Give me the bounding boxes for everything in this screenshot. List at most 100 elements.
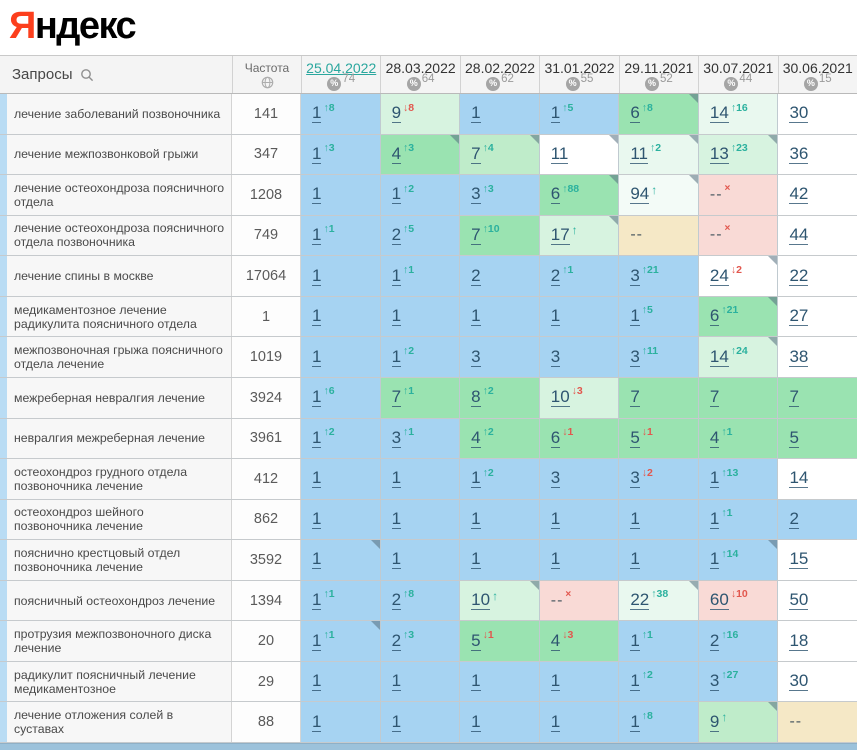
position-cell[interactable]: 1	[539, 296, 620, 337]
position-value[interactable]: 14	[789, 468, 809, 489]
position-cell[interactable]: 1	[301, 540, 381, 580]
position-cell[interactable]: 1	[301, 337, 381, 377]
position-cell[interactable]: 1	[460, 499, 540, 540]
position-value[interactable]: 1	[312, 630, 322, 651]
position-cell[interactable]: 4 ↑3	[380, 134, 461, 175]
position-value[interactable]: --	[630, 226, 643, 244]
position-value[interactable]: 1	[312, 224, 322, 245]
position-cell[interactable]: 3 ↑11	[619, 337, 699, 377]
position-cell[interactable]: 3 ↑27	[698, 661, 779, 702]
position-value[interactable]: 1	[312, 549, 322, 570]
position-value[interactable]: 18	[789, 630, 809, 651]
position-value[interactable]: 1	[630, 630, 640, 651]
position-value[interactable]: 6	[709, 306, 720, 327]
position-cell[interactable]: 2 ↑8	[380, 580, 461, 621]
position-value[interactable]: 44	[789, 224, 809, 245]
position-cell[interactable]: 6 ↑8	[619, 94, 699, 134]
position-value[interactable]: 1	[391, 184, 402, 205]
position-value[interactable]: 3	[391, 427, 402, 448]
position-value[interactable]: 10	[471, 590, 491, 611]
date-header-6[interactable]: 30.07.2021% 44	[698, 56, 777, 93]
date-header-7[interactable]: 30.06.2021% 15	[777, 56, 857, 93]
position-value[interactable]: 1	[550, 711, 561, 732]
position-cell[interactable]: 1 ↑13	[698, 459, 779, 499]
position-value[interactable]: 4	[709, 427, 720, 448]
position-cell[interactable]: 50	[778, 580, 857, 621]
position-cell[interactable]: 1 ↑2	[380, 337, 461, 377]
position-value[interactable]: 1	[312, 590, 322, 611]
position-cell[interactable]: -- ×	[698, 175, 779, 215]
query-label[interactable]: лечение межпозвонковой грыжи	[14, 147, 199, 162]
query-label[interactable]: лечение остеохондроза поясничного отдела	[14, 180, 225, 209]
position-value[interactable]: 1	[312, 265, 322, 286]
date-label[interactable]: 25.04.2022	[306, 59, 377, 76]
position-cell[interactable]: 15	[778, 540, 857, 580]
position-value[interactable]: 14	[709, 103, 729, 124]
position-value[interactable]: 1	[471, 671, 481, 692]
position-cell[interactable]: 1	[539, 540, 620, 580]
position-cell[interactable]: 1 ↑8	[301, 94, 381, 134]
position-value[interactable]: 30	[789, 103, 809, 124]
position-value[interactable]: 1	[391, 468, 402, 489]
position-value[interactable]: 3	[630, 265, 640, 286]
position-value[interactable]: 1	[312, 468, 322, 489]
position-value[interactable]: 3	[550, 346, 561, 367]
position-cell[interactable]: 1	[380, 540, 461, 580]
position-cell[interactable]: 2 ↑3	[380, 621, 461, 661]
position-value[interactable]: 2	[391, 590, 402, 611]
position-value[interactable]: 14	[709, 346, 729, 367]
position-cell[interactable]: 2	[460, 256, 540, 296]
position-value[interactable]: 1	[391, 306, 402, 327]
position-value[interactable]: 5	[789, 427, 799, 448]
position-value[interactable]: 1	[550, 671, 561, 692]
position-value[interactable]: 1	[312, 184, 322, 205]
position-value[interactable]: 4	[391, 143, 402, 164]
position-value[interactable]: 36	[789, 143, 809, 164]
position-value[interactable]: 8	[471, 387, 481, 408]
position-cell[interactable]: 14 ↑16	[698, 94, 779, 134]
position-cell[interactable]: 4 ↑1	[698, 418, 779, 459]
position-value[interactable]: --	[789, 713, 803, 731]
position-value[interactable]: 4	[550, 630, 561, 651]
position-value[interactable]: 3	[550, 468, 561, 489]
position-cell[interactable]: 18	[778, 621, 857, 661]
position-value[interactable]: 15	[789, 549, 809, 570]
bottom-scroll-strip[interactable]	[0, 743, 857, 750]
position-cell[interactable]: 1	[539, 661, 620, 702]
position-cell[interactable]: 1	[380, 296, 461, 337]
position-value[interactable]: --	[550, 591, 564, 609]
position-value[interactable]: 1	[471, 103, 481, 124]
position-cell[interactable]: 1	[301, 702, 381, 742]
date-label[interactable]: 30.07.2021	[703, 59, 774, 76]
date-header-4[interactable]: 31.01.2022% 55	[539, 56, 618, 93]
position-value[interactable]: 1	[391, 265, 402, 286]
query-label[interactable]: межреберная невралгия лечение	[14, 390, 206, 405]
date-header-3[interactable]: 28.02.2022% 62	[459, 56, 539, 93]
position-cell[interactable]: 1 ↑2	[619, 661, 699, 702]
query-label[interactable]: протрузия межпозвоночного диска лечение	[14, 627, 212, 656]
position-value[interactable]: 1	[630, 711, 640, 732]
position-cell[interactable]: 1 ↑1	[301, 621, 381, 661]
position-cell[interactable]: 1 ↑2	[301, 418, 381, 459]
position-cell[interactable]: 2 ↑5	[380, 215, 461, 256]
position-value[interactable]: 1	[312, 346, 322, 367]
position-value[interactable]: 1	[312, 387, 322, 408]
position-value[interactable]: 24	[709, 265, 729, 286]
position-value[interactable]: 11	[630, 143, 648, 164]
position-value[interactable]: 1	[471, 468, 481, 489]
position-cell[interactable]: 1	[619, 499, 699, 540]
position-value[interactable]: 1	[391, 508, 402, 529]
position-cell[interactable]: 3 ↑1	[380, 418, 461, 459]
position-cell[interactable]: --	[619, 215, 699, 256]
position-value[interactable]: 1	[709, 468, 720, 489]
position-cell[interactable]: 6 ↑21	[698, 296, 779, 337]
position-value[interactable]: 60	[709, 590, 729, 611]
position-value[interactable]: 1	[550, 508, 561, 529]
position-cell[interactable]: 1	[460, 296, 540, 337]
position-cell[interactable]: 27	[778, 296, 857, 337]
position-cell[interactable]: 7 ↑1	[380, 377, 461, 418]
position-value[interactable]: 1	[471, 508, 481, 529]
position-cell[interactable]: 9 ↑	[698, 702, 779, 742]
position-cell[interactable]: 3	[460, 337, 540, 377]
query-label[interactable]: невралгия межреберная лечение	[14, 431, 206, 446]
